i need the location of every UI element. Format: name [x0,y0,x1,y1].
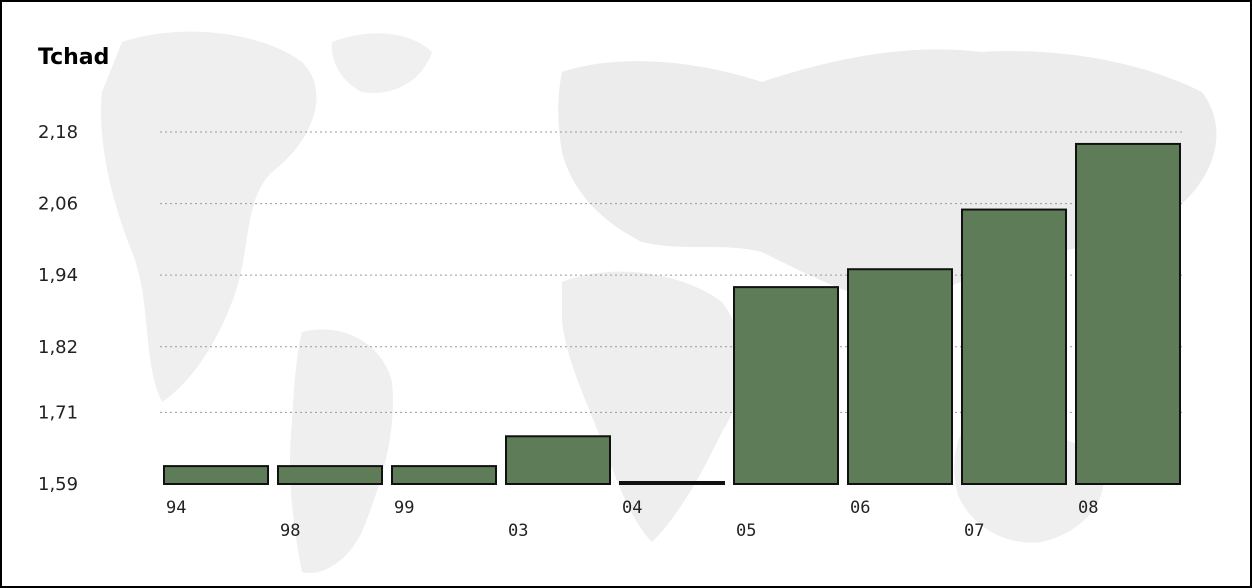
gridlines [160,131,1184,413]
x-tick-label: 04 [622,498,642,518]
bar-03 [505,435,611,485]
chart-title: Tchad [38,45,109,70]
bar-05 [733,286,839,486]
bar-94 [163,465,269,485]
x-tick-label: 99 [394,498,414,518]
bar-98 [277,465,383,485]
y-tick-label: 2,18 [38,122,78,143]
x-tick-label: 06 [850,498,870,518]
bar-07 [961,208,1067,485]
x-tick-label: 03 [508,521,528,541]
y-tick-label: 1,71 [38,402,78,423]
x-tick-label: 07 [964,521,984,541]
y-tick-label: 1,94 [38,265,78,286]
y-tick-label: 2,06 [38,194,78,215]
y-axis: 1,59 1,71 1,82 1,94 2,06 2,18 [38,122,78,495]
y-tick-label: 1,82 [38,337,78,358]
x-tick-label: 98 [280,521,300,541]
x-axis: 94 98 99 03 04 05 06 07 08 [166,498,1098,541]
bars [163,142,1181,486]
x-tick-label: 94 [166,498,186,518]
x-tick-label: 05 [736,521,756,541]
bar-04 [619,481,725,485]
y-tick-label: 1,59 [38,474,78,495]
bar-99 [391,465,497,485]
x-tick-label: 08 [1078,498,1098,518]
bar-08 [1075,142,1181,486]
bar-06 [847,268,953,485]
